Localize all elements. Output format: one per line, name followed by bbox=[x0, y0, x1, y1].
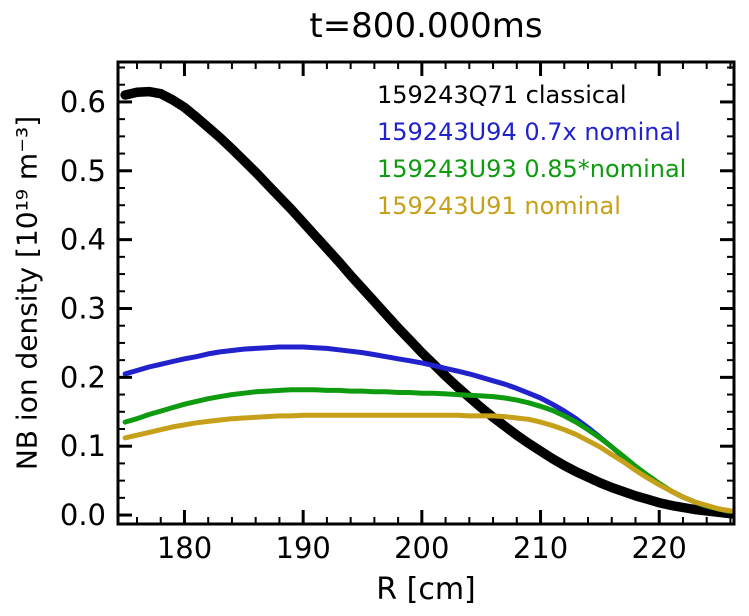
y-tick-label: 0.0 bbox=[60, 498, 106, 532]
chart-title: t=800.000ms bbox=[309, 6, 543, 46]
x-axis-label: R [cm] bbox=[376, 572, 476, 607]
series-curve-159243U94 bbox=[122, 344, 734, 515]
series-curve-159243U93 bbox=[122, 387, 734, 515]
tick-labels: 180 190 200 210 220 0.0 0.1 0.2 0.3 0.4 0.5 0.6 bbox=[60, 85, 687, 565]
series-curve-159243U91 bbox=[122, 412, 734, 515]
legend: 159243Q71 classical 159243U94 0.7x nomin… bbox=[377, 77, 686, 225]
x-tick-label: 220 bbox=[632, 531, 687, 565]
y-axis-label: NB ion density [10¹⁹ m⁻³] bbox=[10, 115, 44, 471]
y-tick-label: 0.1 bbox=[60, 429, 106, 463]
legend-item-classical: 159243Q71 classical bbox=[377, 81, 627, 109]
y-tick-label: 0.5 bbox=[60, 154, 106, 188]
legend-item-nominal: 159243U91 nominal bbox=[377, 192, 621, 220]
legend-item-0p7x-nominal: 159243U94 0.7x nominal bbox=[377, 118, 681, 146]
axis-frame bbox=[116, 60, 736, 526]
curves bbox=[120, 86, 734, 519]
x-tick-label: 180 bbox=[157, 531, 212, 565]
y-tick-label: 0.2 bbox=[60, 360, 106, 394]
x-tick-label: 200 bbox=[394, 531, 449, 565]
x-tick-label: 190 bbox=[276, 531, 331, 565]
legend-item-0p85-nominal: 159243U93 0.85*nominal bbox=[377, 155, 687, 183]
ticks bbox=[118, 62, 734, 524]
y-tick-label: 0.3 bbox=[60, 292, 106, 326]
x-tick-label: 210 bbox=[513, 531, 568, 565]
y-tick-label: 0.4 bbox=[60, 223, 106, 257]
y-tick-label: 0.6 bbox=[60, 85, 106, 119]
